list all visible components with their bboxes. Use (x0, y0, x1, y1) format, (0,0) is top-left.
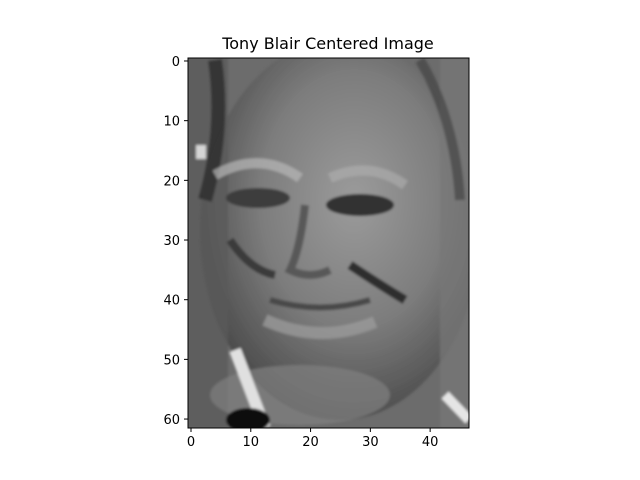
x-tick-label: 30 (362, 435, 379, 450)
y-tick-label: 50 (163, 353, 180, 368)
hair-edge-right (415, 58, 465, 201)
y-tick-label: 0 (172, 55, 180, 70)
x-tick-label: 0 (187, 435, 195, 450)
mouth-highlight (262, 314, 378, 339)
x-tick-label: 20 (302, 435, 319, 450)
y-tick-label: 60 (163, 413, 180, 428)
dark-collar (226, 408, 270, 428)
cheek-line-right (347, 261, 408, 304)
face-image (188, 58, 469, 428)
y-axis-ticks: 0 10 20 30 40 50 60 (163, 55, 188, 428)
y-tick-label: 30 (163, 234, 180, 249)
x-tick-label: 10 (243, 435, 260, 450)
brow-right (327, 165, 408, 190)
eye-right (326, 194, 394, 216)
left-highlight (196, 145, 206, 159)
y-tick-label: 40 (163, 294, 180, 309)
cheek-line-left (226, 237, 276, 279)
x-axis-ticks: 0 10 20 30 40 (187, 428, 439, 450)
axes-frame (187, 57, 470, 429)
mouth (269, 297, 371, 311)
hair-edge-left (198, 59, 226, 202)
y-tick-label: 10 (163, 115, 180, 130)
brow-left (212, 158, 303, 183)
y-tick-label: 20 (163, 174, 180, 189)
shirt-highlight-right (441, 391, 469, 424)
face-shapes (188, 58, 469, 428)
eye-left (226, 188, 290, 208)
face-shape (200, 58, 469, 420)
plot-title: Tony Blair Centered Image (221, 34, 434, 53)
x-tick-label: 40 (422, 435, 439, 450)
nose (284, 204, 332, 279)
